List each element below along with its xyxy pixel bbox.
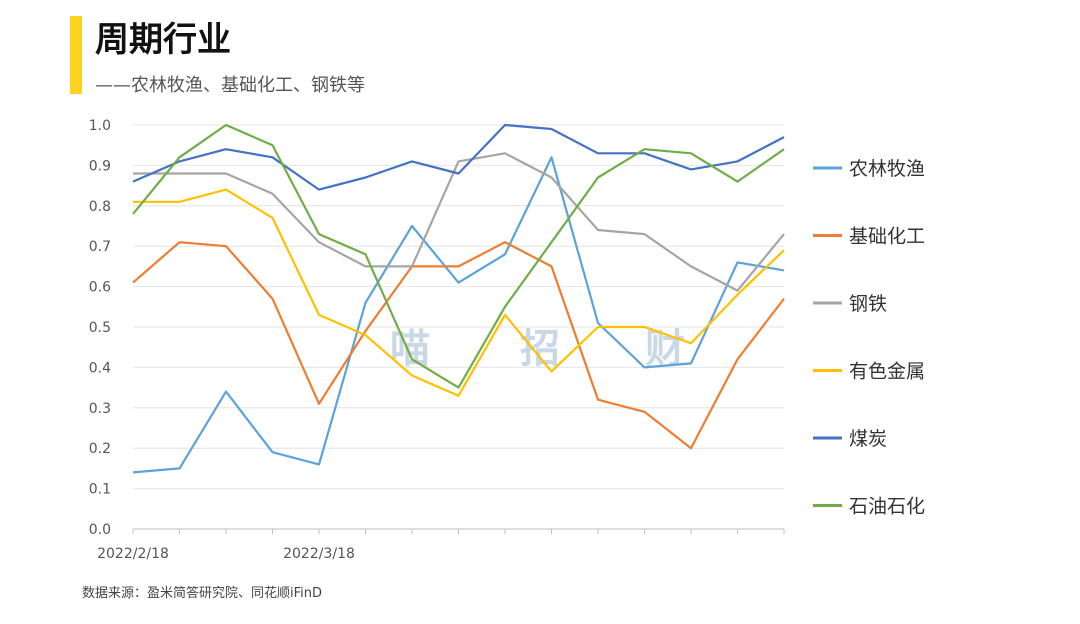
series-line-3 xyxy=(133,188,785,397)
y-tick-label: 0.6 xyxy=(89,280,111,296)
y-tick-label: 0.5 xyxy=(89,320,111,336)
legend-label: 钢铁 xyxy=(849,293,887,315)
title-accent-bar xyxy=(70,16,82,94)
chart-gridlines xyxy=(133,124,784,530)
legend-label: 有色金属 xyxy=(849,361,925,383)
y-tick-label: 0.7 xyxy=(89,239,111,255)
y-tick-label: 0.8 xyxy=(89,199,111,215)
y-tick-label: 0.1 xyxy=(89,482,111,498)
page-subtitle: ——农林牧渔、基础化工、钢铁等 xyxy=(95,75,365,96)
y-tick-label: 0.3 xyxy=(89,401,111,417)
y-tick-label: 0.4 xyxy=(89,360,111,376)
x-tick-label: 2022/2/18 xyxy=(97,546,169,562)
series-line-4 xyxy=(132,123,785,191)
series-line-2 xyxy=(133,152,785,292)
legend-label: 煤炭 xyxy=(849,428,887,450)
legend-label: 基础化工 xyxy=(849,226,925,248)
x-tick-label: 2022/3/18 xyxy=(283,546,355,562)
watermark-char: 喵 xyxy=(390,326,430,372)
series-line-0 xyxy=(132,156,785,474)
y-tick-label: 1.0 xyxy=(89,118,111,134)
page-title: 周期行业 xyxy=(95,20,231,60)
chart-series xyxy=(132,123,785,474)
y-tick-label: 0.0 xyxy=(89,522,111,538)
data-source-note: 数据来源：盈米简答研究院、同花顺iFinD xyxy=(82,586,323,601)
y-tick-label: 0.2 xyxy=(89,441,111,457)
series-line-5 xyxy=(132,123,785,389)
chart-axes: 0.0 0.1 0.2 0.3 0.4 0.5 0.6 0.7 0.8 0.9 1.0 2022/2/… xyxy=(89,118,785,562)
legend-label: 农林牧渔 xyxy=(849,158,925,180)
y-tick-label: 0.9 xyxy=(89,158,111,174)
legend-label: 石油石化 xyxy=(849,496,925,518)
series-line-1 xyxy=(132,241,785,450)
watermark-char: 招 xyxy=(520,326,560,372)
